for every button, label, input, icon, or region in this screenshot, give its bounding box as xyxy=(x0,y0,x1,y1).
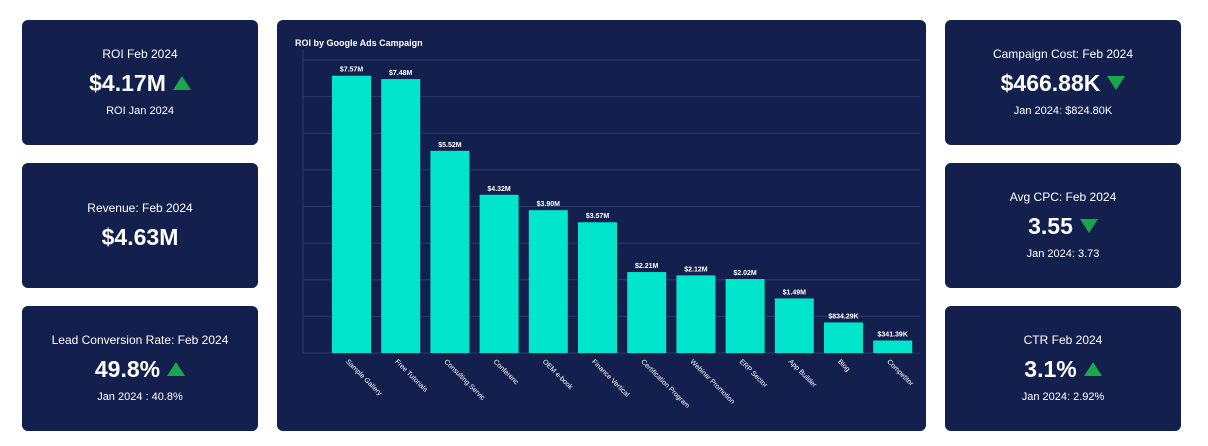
roi-card: ROI Feb 2024 $4.17M ROI Jan 2024 xyxy=(22,20,258,145)
chart-title: ROI by Google Ads Campaign xyxy=(295,38,423,48)
bar-value-label: $341.39K xyxy=(878,331,908,338)
roi-card-value: $4.17M xyxy=(89,70,166,96)
x-tick-label: Blog xyxy=(836,358,851,373)
campaign-cost-card-subtitle: Jan 2024: $824.80K xyxy=(1013,105,1113,117)
bar-value-label: $2.02M xyxy=(733,270,757,277)
bar-value-label: $3.57M xyxy=(586,213,610,220)
bar-value-label: $2.12M xyxy=(684,266,708,273)
roi-card-value-row: $4.17M xyxy=(89,69,191,97)
ctr-card: CTR Feb 2024 3.1% Jan 2024: 2.92% xyxy=(945,306,1181,431)
campaign-cost-card-title: Campaign Cost: Feb 2024 xyxy=(992,47,1134,61)
roi-chart-card: ROI by Google Ads Campaign $7.57M Sample … xyxy=(277,20,926,431)
bar-value-label: $1.49M xyxy=(783,289,807,296)
x-tick-label: App Builder xyxy=(787,358,818,389)
avg-cpc-card-value: 3.55 xyxy=(1028,213,1073,239)
avg-cpc-card: Avg CPC: Feb 2024 3.55 Jan 2024: 3.73 xyxy=(945,163,1181,288)
lead-conversion-card-subtitle: Jan 2024 : 40.8% xyxy=(97,391,183,403)
trend-up-icon xyxy=(1083,362,1102,376)
campaign-cost-card-value-row: $466.88K xyxy=(1001,69,1126,97)
ctr-card-title: CTR Feb 2024 xyxy=(1023,333,1103,347)
lead-conversion-card: Lead Conversion Rate: Feb 2024 49.8% Jan… xyxy=(22,306,258,431)
bar-10[interactable] xyxy=(824,322,863,353)
bar-value-label: $5.52M xyxy=(438,142,462,149)
revenue-card-title: Revenue: Feb 2024 xyxy=(87,200,193,215)
ctr-card-value-row: 3.1% xyxy=(1024,355,1102,383)
bar-3[interactable] xyxy=(479,194,519,353)
bar-value-label: $834.29K xyxy=(828,313,858,320)
bar-4[interactable] xyxy=(528,210,568,353)
roi-card-subtitle: ROI Jan 2024 xyxy=(106,105,174,117)
ctr-card-subtitle: Jan 2024: 2.92% xyxy=(1021,391,1105,403)
bar-0[interactable] xyxy=(332,75,371,353)
lead-conversion-card-value: 49.8% xyxy=(94,356,161,382)
bar-9[interactable] xyxy=(774,298,814,353)
bar-6[interactable] xyxy=(627,272,667,353)
trend-down-icon xyxy=(1079,219,1098,233)
x-tick-label: Conferenc xyxy=(492,358,520,386)
x-tick-label: Webinar Promotion xyxy=(688,358,735,405)
x-tick-label: Certification Program xyxy=(639,358,691,410)
bar-11[interactable] xyxy=(873,340,913,353)
x-tick-label: OEM e-book xyxy=(541,358,574,391)
roi-bar-chart: $7.57M Sample Gallery $7.48M Free Tutorials… xyxy=(302,50,920,410)
campaign-cost-card-value: $466.88K xyxy=(1000,70,1101,96)
x-tick-label: Free Tutorials xyxy=(393,358,429,394)
trend-down-icon xyxy=(1107,76,1126,90)
avg-cpc-card-subtitle: Jan 2024: 3.73 xyxy=(1026,248,1100,260)
ctr-card-value: 3.1% xyxy=(1024,356,1077,382)
lead-conversion-card-title: Lead Conversion Rate: Feb 2024 xyxy=(51,333,229,347)
avg-cpc-card-value-row: 3.55 xyxy=(1028,212,1098,240)
bar-value-label: $7.48M xyxy=(389,70,413,77)
revenue-card-value-row: $4.63M xyxy=(102,223,179,251)
x-tick-label: Consulting Servic xyxy=(442,358,486,402)
x-tick-label: Finance Vertical xyxy=(590,358,630,398)
bar-8[interactable] xyxy=(725,279,765,353)
x-tick-label: ERP Sector xyxy=(738,358,769,389)
bar-value-label: $4.32M xyxy=(487,186,511,193)
revenue-card-value: $4.63M xyxy=(101,223,179,250)
roi-card-title: ROI Feb 2024 xyxy=(102,47,178,61)
trend-up-icon xyxy=(172,76,191,90)
trend-up-icon xyxy=(167,362,186,376)
bar-value-label: $7.57M xyxy=(340,67,364,74)
bar-7[interactable] xyxy=(676,275,716,353)
bar-value-label: $2.21M xyxy=(635,263,659,270)
bar-5[interactable] xyxy=(578,222,617,353)
campaign-cost-card: Campaign Cost: Feb 2024 $466.88K Jan 202… xyxy=(945,20,1181,145)
bar-1[interactable] xyxy=(381,79,421,354)
bar-2[interactable] xyxy=(430,150,470,353)
lead-conversion-card-value-row: 49.8% xyxy=(94,355,186,383)
x-tick-label: Sample Gallery xyxy=(344,358,383,397)
avg-cpc-card-title: Avg CPC: Feb 2024 xyxy=(1009,190,1117,204)
x-tick-label: Competitor xyxy=(885,358,915,388)
bar-value-label: $3.90M xyxy=(537,201,561,208)
revenue-card: Revenue: Feb 2024 $4.63M xyxy=(22,163,258,288)
